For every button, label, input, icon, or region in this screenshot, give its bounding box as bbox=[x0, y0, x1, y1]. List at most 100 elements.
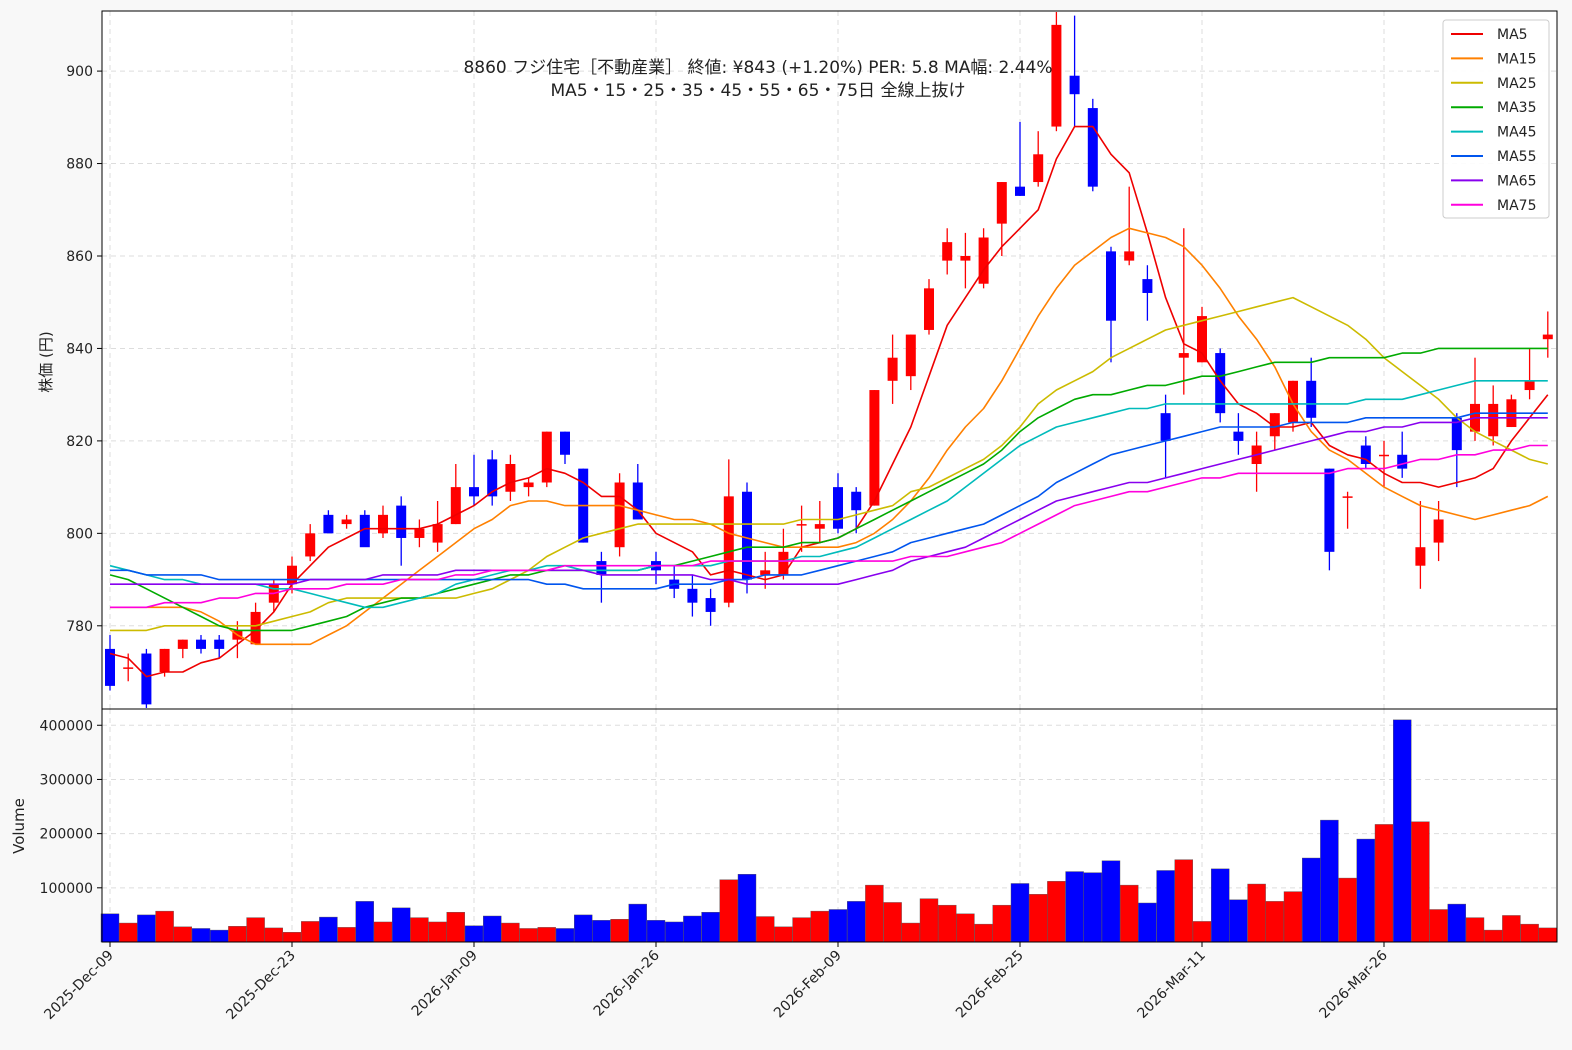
candle-body bbox=[505, 464, 516, 492]
volume-bar bbox=[992, 904, 1011, 943]
legend-label: MA25 bbox=[1497, 76, 1536, 92]
volume-bar bbox=[446, 911, 465, 943]
volume-bar bbox=[1119, 884, 1139, 943]
volume-bar bbox=[319, 916, 338, 943]
candle-body bbox=[1215, 353, 1226, 414]
price-tick-label: 900 bbox=[66, 64, 93, 80]
candle-body bbox=[414, 528, 425, 538]
volume-bar bbox=[1265, 901, 1285, 943]
volume-bar bbox=[1392, 719, 1412, 943]
candle-body bbox=[1051, 24, 1062, 127]
volume-panel-frame bbox=[101, 708, 1558, 943]
candle-body bbox=[105, 648, 115, 686]
volume-bar bbox=[919, 898, 939, 943]
price-tick-label: 780 bbox=[66, 619, 93, 635]
candle-body bbox=[450, 487, 461, 525]
volume-bar bbox=[646, 920, 666, 943]
volume-tick-label: 300000 bbox=[40, 772, 93, 788]
candle-body bbox=[996, 182, 1007, 224]
volume-bar bbox=[1047, 881, 1066, 943]
price-tick-label: 880 bbox=[66, 157, 93, 173]
volume-bar bbox=[191, 928, 211, 943]
price-tick-label: 820 bbox=[66, 434, 93, 450]
legend-label: MA15 bbox=[1497, 51, 1536, 67]
chart-title-line1: 8860 フジ住宅［不動産業］ 終値: ¥843 (+1.20%) PER: 5… bbox=[463, 58, 1052, 78]
volume-bar bbox=[209, 929, 229, 943]
candle-body bbox=[541, 431, 552, 483]
volume-bar bbox=[1065, 871, 1084, 943]
candle-body bbox=[1106, 251, 1116, 321]
volume-bar bbox=[501, 922, 520, 943]
candle-body bbox=[1015, 186, 1025, 196]
candle-body bbox=[905, 334, 916, 377]
volume-tick-label: 100000 bbox=[40, 881, 93, 897]
volume-bar bbox=[756, 916, 775, 943]
legend-label: MA75 bbox=[1497, 198, 1536, 214]
candle-body bbox=[687, 588, 698, 603]
ma-line-ma35 bbox=[109, 347, 1548, 632]
volume-bar bbox=[410, 917, 429, 943]
volume-bar bbox=[719, 879, 738, 943]
volume-bar bbox=[774, 926, 793, 943]
volume-bar bbox=[1301, 857, 1321, 943]
candle-body bbox=[359, 514, 370, 548]
volume-bar bbox=[1156, 870, 1175, 943]
candle-body bbox=[887, 357, 898, 381]
price-panel-background bbox=[102, 11, 1557, 709]
candle-body bbox=[1033, 154, 1044, 183]
volume-bar bbox=[628, 903, 647, 943]
price-tick-label: 800 bbox=[66, 526, 93, 542]
chart-title-line2: MA5・15・25・35・45・55・65・75日 全線上抜け bbox=[551, 81, 966, 101]
volume-bar bbox=[100, 913, 120, 943]
volume-grid bbox=[102, 709, 1557, 942]
candle-body bbox=[1142, 279, 1153, 293]
candle-body bbox=[869, 390, 880, 506]
candle-body bbox=[942, 242, 953, 261]
volume-bar bbox=[1192, 921, 1212, 943]
candle-body bbox=[287, 565, 297, 585]
volume-bar bbox=[901, 922, 920, 943]
candle-body bbox=[1360, 445, 1371, 465]
candle-body bbox=[1269, 413, 1280, 437]
candle-body bbox=[796, 524, 807, 526]
candle-body bbox=[960, 255, 971, 261]
candle-body bbox=[1542, 334, 1553, 340]
candle-body bbox=[924, 288, 934, 330]
candle-body bbox=[1342, 496, 1353, 498]
candle-body bbox=[159, 648, 170, 673]
volume-bar bbox=[574, 914, 593, 943]
volume-bar bbox=[464, 925, 484, 943]
volume-bar bbox=[974, 923, 993, 943]
volume-bar bbox=[246, 917, 265, 943]
volume-bar bbox=[665, 921, 684, 943]
candle-body bbox=[396, 505, 407, 538]
legend-label: MA35 bbox=[1497, 100, 1536, 116]
candle-body bbox=[705, 598, 716, 612]
volume-bar bbox=[1538, 927, 1558, 943]
candle-body bbox=[523, 482, 534, 488]
volume-bar bbox=[1502, 915, 1521, 943]
volume-bar bbox=[392, 907, 411, 943]
candle-body bbox=[814, 524, 825, 529]
volume-bar bbox=[828, 909, 848, 943]
candle-body bbox=[778, 551, 789, 575]
candle-body bbox=[1397, 454, 1408, 469]
ma-line-ma15 bbox=[110, 227, 1549, 646]
candle-body bbox=[760, 570, 771, 575]
candle-body bbox=[1288, 380, 1298, 423]
legend: MA5 MA15 MA25 MA35 MA45 MA55 MA65 MA75 bbox=[1442, 19, 1550, 219]
volume-bar bbox=[1338, 877, 1357, 943]
volume-bar bbox=[1138, 902, 1157, 943]
candle-body bbox=[1379, 454, 1389, 457]
candle-body bbox=[1324, 468, 1335, 552]
volume-bar bbox=[1247, 883, 1266, 943]
volume-bar bbox=[1174, 859, 1194, 943]
volume-bar bbox=[1210, 868, 1230, 943]
volume-bar bbox=[1429, 909, 1448, 943]
candle-body bbox=[1087, 108, 1098, 187]
candle-body bbox=[596, 561, 607, 575]
candle-body bbox=[1124, 251, 1135, 261]
candle-body bbox=[487, 459, 498, 497]
legend-label: MA55 bbox=[1497, 149, 1536, 165]
price-panel: 780 800 820 840 860 880 900 8860 フジ住宅［不動産業］ 終値… bbox=[37, 10, 1558, 710]
